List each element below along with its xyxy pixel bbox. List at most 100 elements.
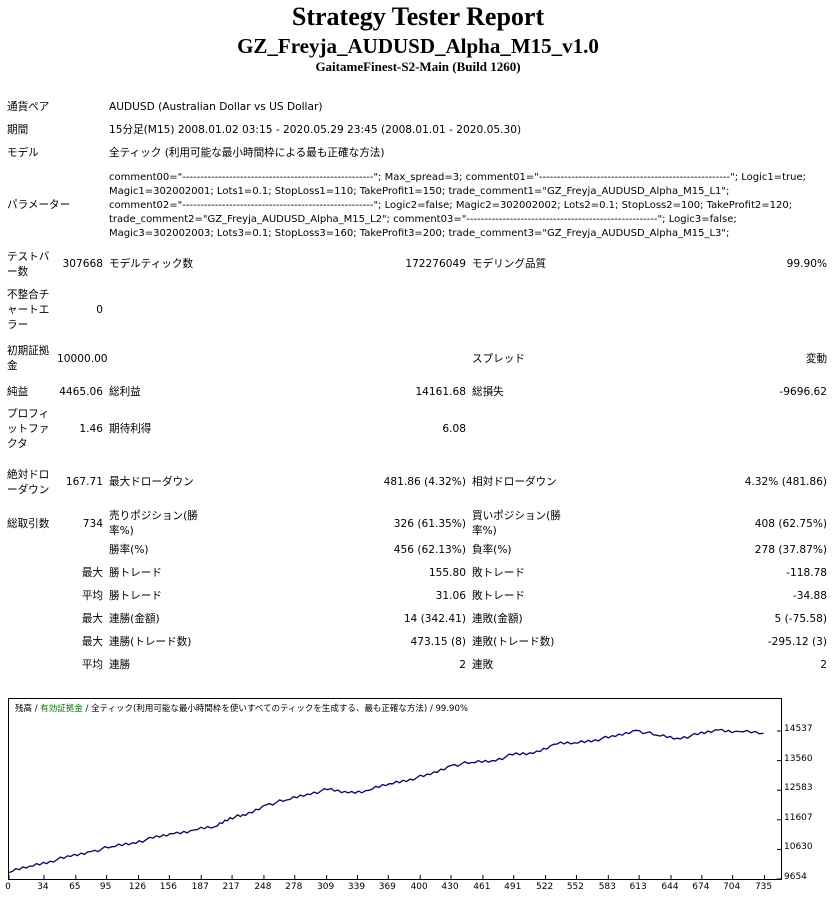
win-label: 勝率(%) <box>109 544 149 556</box>
params-value: comment00="-----------------------------… <box>106 165 830 246</box>
netprofit-value: 4465.06 <box>59 385 103 398</box>
consec-loss-count-value: -295.12 (3) <box>767 636 828 648</box>
consec-win-count-label: 連勝(トレード数) <box>109 636 192 648</box>
x-tick-label: 309 <box>317 882 335 892</box>
avg-label: 平均 <box>81 659 103 671</box>
streak-loss-label: 連敗 <box>472 659 494 671</box>
y-tick-label: 9654 <box>784 872 807 882</box>
chart-svg <box>9 728 781 879</box>
bars-value: 307668 <box>62 258 103 270</box>
params-label: パラメーター <box>7 199 71 211</box>
x-tick-label: 278 <box>285 882 303 892</box>
model-label: モデル <box>7 147 39 159</box>
x-tick-label: 583 <box>598 882 616 892</box>
symbol-label: 通貨ペア <box>7 101 50 113</box>
avg-win-label: 勝トレード <box>109 590 162 602</box>
absdd-value: 167.71 <box>65 476 103 488</box>
spread-label: スプレッド <box>472 352 525 365</box>
win-value: 456 (62.13%) <box>393 544 466 556</box>
legend-equity: 有効証拠金 <box>40 704 83 714</box>
trades-label: 総取引数 <box>7 517 50 530</box>
x-tick-label: 491 <box>504 882 522 892</box>
x-tick-label: 0 <box>5 882 11 892</box>
params-line: Magic3=302002003; Lots3=0.1; StopLoss3=1… <box>109 227 730 239</box>
long-value: 408 (62.75%) <box>754 517 828 530</box>
consec-loss-count-label: 連敗(トレード数) <box>472 636 555 648</box>
report-table: 通貨ペア AUDUSD (Australian Dollar vs US Dol… <box>4 96 830 677</box>
legend-model: / 全ティック(利用可能な最小時間枠を使いすべてのティックを生成する、最も正確な… <box>82 704 468 714</box>
period-label: 期間 <box>7 124 29 136</box>
x-tick-label: 339 <box>347 882 366 892</box>
max-label: 最大 <box>81 567 103 579</box>
streak-loss-value: 2 <box>820 659 828 671</box>
bars-label: テストバー数 <box>7 250 50 278</box>
payoff-label: 期待利得 <box>109 423 152 435</box>
x-tick-label: 369 <box>378 882 396 892</box>
x-tick-label: 461 <box>473 882 491 892</box>
loss-label: 負率(%) <box>472 544 512 556</box>
y-tick-label: 10630 <box>784 842 813 853</box>
x-tick-label: 248 <box>254 882 272 892</box>
pf-label: プロフィットファクタ <box>7 408 50 450</box>
legend-balance: 残高 / <box>15 704 41 714</box>
x-tick-label: 644 <box>661 882 679 892</box>
chart-plot-area: 残高 / 有効証拠金 / 全ティック(利用可能な最小時間枠を使いすべてのティック… <box>8 698 782 880</box>
deposit-value: 10000.00 <box>57 352 108 365</box>
y-tick-label: 14537 <box>784 724 813 735</box>
quality-value: 99.90% <box>786 258 828 270</box>
x-tick-label: 674 <box>692 882 710 892</box>
mismatch-label: 不整合チャートエラー <box>7 288 50 331</box>
deposit-label: 初期証拠金 <box>7 345 50 372</box>
period-value: 15分足(M15) 2008.01.02 03:15 - 2020.05.29 … <box>109 124 522 136</box>
chart-legend: 残高 / 有効証拠金 / 全ティック(利用可能な最小時間枠を使いすべてのティック… <box>15 702 468 714</box>
x-tick-label: 65 <box>69 882 81 892</box>
short-label: 売りポジション(勝率%) <box>109 510 198 537</box>
trades-value: 734 <box>82 517 103 530</box>
balance-chart: 残高 / 有効証拠金 / 全ティック(利用可能な最小時間枠を使いすべてのティック… <box>4 698 832 896</box>
payoff-value: 6.08 <box>442 423 466 435</box>
x-tick-label: 95 <box>99 882 112 892</box>
largest-loss-label: 敗トレード <box>472 567 525 579</box>
x-tick-label: 735 <box>754 882 773 892</box>
x-tick-label: 156 <box>159 882 177 892</box>
model-value: 全ティック (利用可能な最小時間枠による最も正確な方法) <box>109 147 385 159</box>
grossprofit-label: 総利益 <box>109 385 141 398</box>
netprofit-label: 純益 <box>7 385 29 398</box>
x-tick-label: 704 <box>723 882 741 892</box>
x-tick-label: 430 <box>441 882 459 892</box>
streak-win-label: 連勝 <box>109 659 131 671</box>
avg-win-value: 31.06 <box>435 590 466 602</box>
server-name: GaitameFinest-S2-Main (Build 1260) <box>315 59 521 74</box>
consec-loss-money-label: 連敗(金額) <box>472 613 523 625</box>
streak-win-value: 2 <box>459 659 466 671</box>
params-line: comment02="-----------------------------… <box>109 199 793 211</box>
spread-value: 変動 <box>805 352 828 365</box>
largest-loss-value: -118.78 <box>786 567 828 579</box>
loss-value: 278 (37.87%) <box>754 544 828 556</box>
x-tick-label: 217 <box>222 882 240 892</box>
maxdd-value: 481.86 (4.32%) <box>383 476 466 488</box>
x-tick-label: 34 <box>37 882 49 892</box>
reldd-value: 4.32% (481.86) <box>744 476 828 488</box>
absdd-label: 絶対ドローダウン <box>7 468 50 496</box>
long-label: 買いポジション(勝率%) <box>472 510 561 537</box>
params-line: comment00="-----------------------------… <box>109 171 807 183</box>
quality-label: モデリング品質 <box>472 258 547 270</box>
x-tick-label: 400 <box>410 882 428 892</box>
avg-label: 平均 <box>81 590 103 602</box>
consec-loss-money-value: 5 (-75.58) <box>774 613 828 625</box>
params-line: trade_comment2="GZ_Freyja_AUDUSD_Alpha_M… <box>109 213 737 225</box>
consec-win-count-value: 473.15 (8) <box>410 636 466 648</box>
y-tick-label: 13560 <box>784 753 813 764</box>
pf-value: 1.46 <box>79 423 103 435</box>
ticks-value: 172276049 <box>405 258 466 270</box>
largest-win-value: 155.80 <box>428 567 466 579</box>
x-tick-label: 187 <box>191 882 209 892</box>
x-tick-label: 126 <box>128 882 147 892</box>
consec-win-money-label: 連勝(金額) <box>109 613 160 625</box>
x-tick-label: 613 <box>629 882 647 892</box>
max-label: 最大 <box>81 636 103 648</box>
grossprofit-value: 14161.68 <box>415 385 466 398</box>
ea-name: GZ_Freyja_AUDUSD_Alpha_M15_v1.0 <box>237 34 599 58</box>
x-tick-label: 552 <box>566 882 585 892</box>
